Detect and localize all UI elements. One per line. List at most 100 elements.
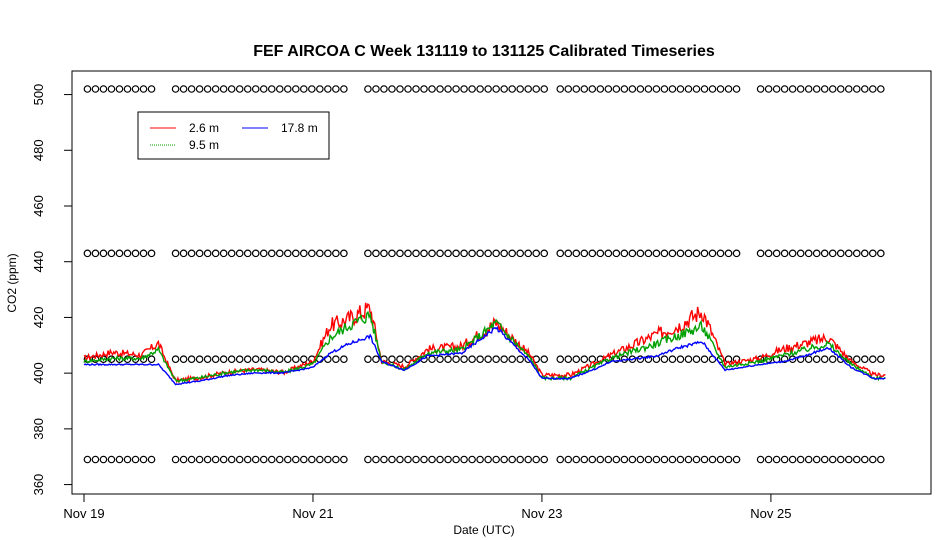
reference-point bbox=[780, 85, 789, 93]
reference-point bbox=[868, 249, 877, 258]
reference-point bbox=[500, 355, 508, 364]
reference-point bbox=[428, 455, 436, 464]
reference-point bbox=[628, 85, 637, 93]
reference-point bbox=[484, 455, 492, 464]
reference-point bbox=[171, 85, 180, 93]
reference-point bbox=[308, 455, 316, 464]
reference-point bbox=[500, 249, 508, 258]
reference-point bbox=[836, 455, 845, 464]
reference-point bbox=[476, 355, 484, 364]
reference-point bbox=[660, 249, 669, 258]
reference-point bbox=[732, 249, 741, 258]
reference-point bbox=[139, 455, 148, 464]
reference-point bbox=[340, 455, 348, 464]
reference-point bbox=[836, 85, 845, 93]
reference-point bbox=[636, 355, 645, 364]
reference-point bbox=[460, 455, 468, 464]
reference-point bbox=[868, 85, 877, 93]
reference-point bbox=[243, 455, 252, 464]
reference-point bbox=[444, 355, 452, 364]
reference-point bbox=[716, 455, 725, 464]
reference-point bbox=[195, 355, 204, 364]
reference-point bbox=[211, 249, 220, 258]
reference-point bbox=[259, 455, 268, 464]
reference-point bbox=[147, 455, 156, 464]
reference-point bbox=[259, 249, 268, 258]
reference-point bbox=[780, 455, 789, 464]
reference-point bbox=[460, 249, 468, 258]
reference-point bbox=[388, 249, 396, 258]
reference-point bbox=[235, 455, 244, 464]
reference-point bbox=[724, 85, 733, 93]
reference-point bbox=[468, 355, 476, 364]
reference-point bbox=[668, 355, 677, 364]
reference-point bbox=[171, 249, 180, 258]
reference-point bbox=[812, 249, 821, 258]
reference-point bbox=[251, 455, 260, 464]
reference-points bbox=[83, 85, 885, 464]
reference-point bbox=[796, 455, 805, 464]
reference-point bbox=[300, 355, 308, 364]
reference-point bbox=[187, 355, 196, 364]
reference-point bbox=[115, 455, 124, 464]
series-line-2-6-m bbox=[83, 302, 886, 384]
reference-point bbox=[91, 249, 100, 258]
reference-point bbox=[532, 85, 541, 93]
reference-point bbox=[436, 85, 444, 93]
reference-point bbox=[492, 249, 500, 258]
reference-point bbox=[484, 355, 492, 364]
reference-point bbox=[452, 455, 460, 464]
reference-point bbox=[676, 85, 685, 93]
reference-point bbox=[564, 355, 573, 364]
reference-point bbox=[508, 85, 516, 93]
reference-point bbox=[324, 85, 332, 93]
reference-point bbox=[612, 455, 621, 464]
legend: 2.6 m 9.5 m 17.8 m bbox=[137, 111, 330, 160]
reference-point bbox=[468, 455, 476, 464]
reference-point bbox=[708, 249, 717, 258]
reference-point bbox=[107, 455, 116, 464]
reference-point bbox=[716, 85, 725, 93]
reference-point bbox=[684, 249, 693, 258]
legend-label-9-5m: 9.5 m bbox=[189, 138, 219, 152]
reference-point bbox=[91, 455, 100, 464]
reference-point bbox=[652, 85, 661, 93]
reference-point bbox=[828, 355, 837, 364]
reference-point bbox=[764, 455, 773, 464]
reference-point bbox=[540, 85, 549, 93]
reference-point bbox=[147, 355, 156, 364]
y-tick-label: 460 bbox=[31, 195, 46, 217]
reference-point bbox=[243, 355, 252, 364]
reference-point bbox=[700, 249, 709, 258]
reference-point bbox=[860, 85, 869, 93]
reference-point bbox=[324, 455, 332, 464]
reference-point bbox=[692, 85, 701, 93]
reference-point bbox=[876, 249, 885, 258]
reference-point bbox=[123, 455, 132, 464]
reference-point bbox=[275, 85, 284, 93]
y-tick-label: 500 bbox=[31, 84, 46, 106]
reference-point bbox=[668, 455, 677, 464]
reference-point bbox=[484, 249, 492, 258]
reference-point bbox=[836, 249, 845, 258]
y-tick-label: 400 bbox=[31, 362, 46, 384]
reference-point bbox=[291, 355, 300, 364]
reference-point bbox=[644, 249, 653, 258]
reference-point bbox=[179, 85, 188, 93]
reference-point bbox=[804, 355, 813, 364]
reference-point bbox=[556, 455, 565, 464]
reference-point bbox=[540, 455, 549, 464]
reference-point bbox=[259, 355, 268, 364]
reference-point bbox=[588, 85, 597, 93]
reference-point bbox=[115, 249, 124, 258]
reference-point bbox=[267, 249, 276, 258]
reference-point bbox=[300, 85, 308, 93]
reference-point bbox=[516, 85, 524, 93]
reference-point bbox=[332, 455, 340, 464]
reference-point bbox=[235, 85, 244, 93]
reference-point bbox=[267, 355, 276, 364]
reference-point bbox=[139, 249, 148, 258]
reference-point bbox=[412, 455, 420, 464]
reference-point bbox=[804, 455, 813, 464]
reference-point bbox=[844, 85, 853, 93]
